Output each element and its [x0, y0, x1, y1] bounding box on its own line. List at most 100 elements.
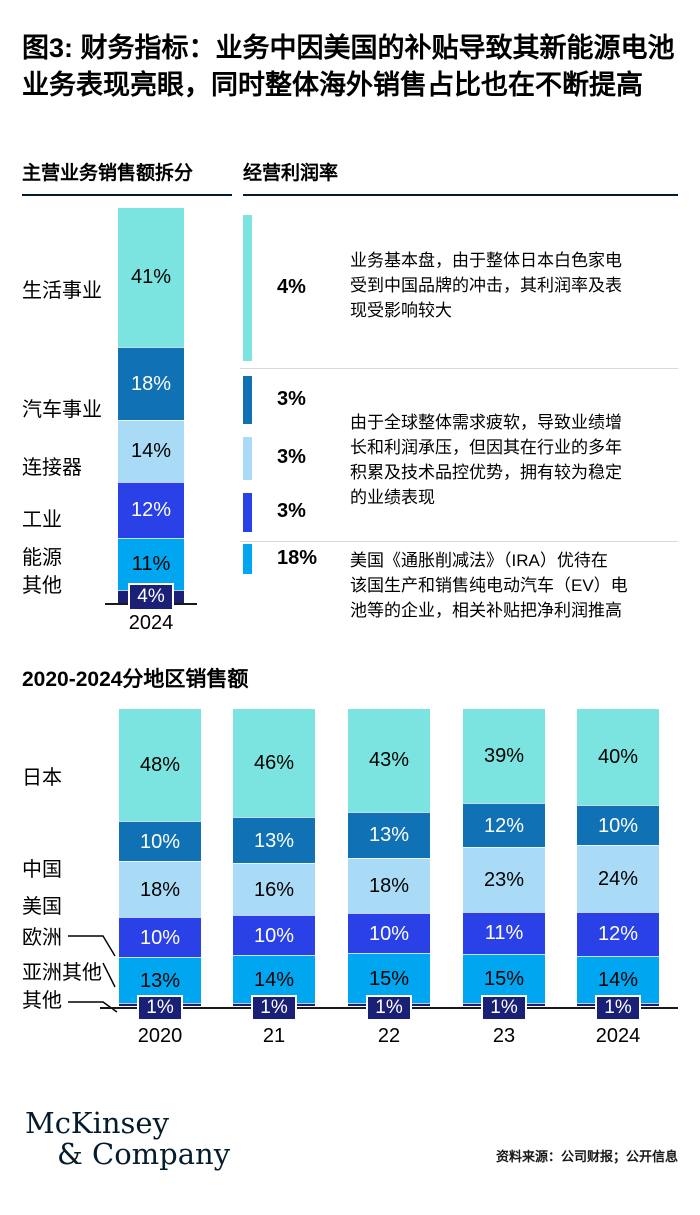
segment-china: 10%: [119, 821, 201, 862]
segment-value: 43%: [368, 749, 410, 772]
others-value-badge: 1%: [366, 995, 412, 1021]
segment-value: 18%: [139, 878, 181, 901]
margin-bar-connectors: [243, 437, 252, 480]
logo-line-2: & Company: [57, 1137, 231, 1171]
segment-value: 18%: [130, 373, 172, 395]
row-label-industry: 工业: [22, 509, 62, 531]
segment-value: 10%: [253, 924, 295, 947]
segment-value: 24%: [597, 867, 639, 890]
row-label-others: 其他: [22, 990, 62, 1012]
leader-line-asia-other: [102, 962, 116, 988]
figure-title: 图3: 财务指标：业务中因美国的补贴导致其新能源电池业务表现亮眼，同时整体海外销…: [22, 33, 675, 100]
segment-usa: 18%: [119, 861, 201, 917]
row-separator: [240, 541, 678, 542]
logo-line-1: McKinsey: [25, 1106, 169, 1140]
row-separator: [240, 368, 678, 369]
row-label-china: 中国: [22, 859, 62, 881]
segment-value: 39%: [483, 745, 525, 768]
segment-usa: 18%: [348, 857, 430, 914]
stacked-bar-2022: 43% 13% 18% 10% 15%: [348, 709, 430, 1006]
source-note: 资料来源：公司财报；公开信息: [495, 1149, 678, 1164]
segment-value: 14%: [597, 968, 639, 991]
segment-value: 12%: [483, 814, 525, 837]
margin-bar-automotive: [243, 376, 252, 424]
others-value-badge: 1%: [137, 995, 183, 1021]
segment-japan: 46%: [233, 709, 315, 818]
badge-value: 1%: [490, 997, 518, 1018]
segment-europe: 10%: [119, 916, 201, 958]
segment-value: 14%: [130, 440, 172, 463]
badge-value: 1%: [146, 997, 174, 1018]
segment-europe: 10%: [233, 914, 315, 956]
badge-value: 1%: [260, 997, 288, 1018]
others-value-badge: 1%: [595, 995, 641, 1021]
row-label-other: 其他: [22, 575, 62, 597]
x-label-2024: 2024: [595, 1025, 641, 1047]
segment-europe: 11%: [463, 911, 545, 954]
right-section-header: 经营利润率: [243, 163, 339, 184]
row-label-connectors: 连接器: [22, 457, 82, 479]
other-value-badge: 4%: [128, 583, 174, 611]
x-label-2021: 21: [262, 1025, 286, 1047]
row-label-energy: 能源: [22, 547, 62, 569]
row-label-automotive: 汽车事业: [22, 399, 102, 421]
segment-value: 14%: [253, 968, 295, 991]
segment-value: 10%: [597, 814, 639, 837]
segment-value: 46%: [253, 752, 295, 775]
annotation-energy: 美国《通胀削减法》（IRA）优待在 该国生产和销售纯电动汽车（EV）电 池等的企…: [350, 551, 628, 620]
mckinsey-logo: McKinsey & Company: [25, 1108, 230, 1170]
segment-industry: 12%: [118, 481, 184, 538]
segment-value: 10%: [139, 926, 181, 949]
segment-value: 23%: [483, 868, 525, 891]
row-label-usa: 美国: [22, 896, 62, 918]
stacked-bar-2024-regional: 40% 10% 24% 12% 14%: [577, 709, 659, 1007]
top-chart-year-label: 2024: [128, 612, 174, 634]
segment-value: 12%: [130, 499, 172, 522]
segment-value: 11%: [131, 553, 171, 576]
others-value-badge: 1%: [481, 995, 527, 1021]
segment-value: 16%: [253, 878, 295, 901]
segment-value: 41%: [130, 266, 172, 289]
margin-value-energy: 18%: [277, 547, 318, 569]
segment-usa: 24%: [577, 845, 659, 912]
margin-value-automotive: 3%: [277, 388, 306, 410]
badge-value: 1%: [604, 997, 632, 1018]
segment-japan: 39%: [463, 709, 545, 804]
segment-japan: 48%: [119, 709, 201, 822]
segment-value: 48%: [139, 754, 181, 777]
segment-value: 15%: [368, 967, 410, 990]
row-label-europe: 欧洲: [22, 927, 62, 949]
segment-value: 15%: [483, 967, 525, 990]
stacked-bar-2020: 48% 10% 18% 10% 13%: [119, 709, 201, 1006]
x-label-2023: 23: [492, 1025, 516, 1047]
segment-europe: 12%: [577, 911, 659, 956]
segment-value: 13%: [139, 969, 181, 992]
badge-value: 4%: [137, 586, 165, 607]
segment-europe: 10%: [348, 913, 430, 954]
badge-value: 1%: [375, 997, 403, 1018]
stacked-bar-2021: 46% 13% 16% 10% 14%: [233, 709, 315, 1006]
annotation-midgroup: 由于全球整体需求疲软，导致业绩增 长和利润承压，但因其在行业的多年 积累及技术品…: [350, 413, 622, 507]
segment-value: 13%: [368, 824, 410, 847]
segment-connectors: 14%: [118, 420, 184, 482]
x-label-2022: 22: [377, 1025, 401, 1047]
x-label-2020: 2020: [137, 1025, 183, 1047]
segment-value: 10%: [368, 922, 410, 945]
segment-value: 12%: [597, 923, 639, 946]
segment-china: 12%: [463, 803, 545, 847]
margin-bar-consumer: [243, 215, 252, 361]
segment-asia-other: 15%: [348, 953, 430, 1004]
margin-value-connectors: 3%: [277, 446, 306, 468]
segment-value: 18%: [368, 874, 410, 897]
leader-line-europe: [68, 935, 116, 957]
left-header-rule: [22, 194, 232, 196]
segment-japan: 43%: [348, 709, 430, 812]
annotation-consumer: 业务基本盘，由于整体日本白色家电 受到中国品牌的冲击，其利润率及表 现受影响较大: [350, 251, 622, 320]
segment-china: 13%: [233, 817, 315, 864]
stacked-bar-2023: 39% 12% 23% 11% 15%: [463, 709, 545, 1006]
segment-energy: 11%: [118, 537, 184, 591]
segment-value: 11%: [484, 922, 524, 945]
row-label-consumer: 生活事业: [22, 280, 102, 302]
margin-bar-energy: [243, 544, 252, 574]
